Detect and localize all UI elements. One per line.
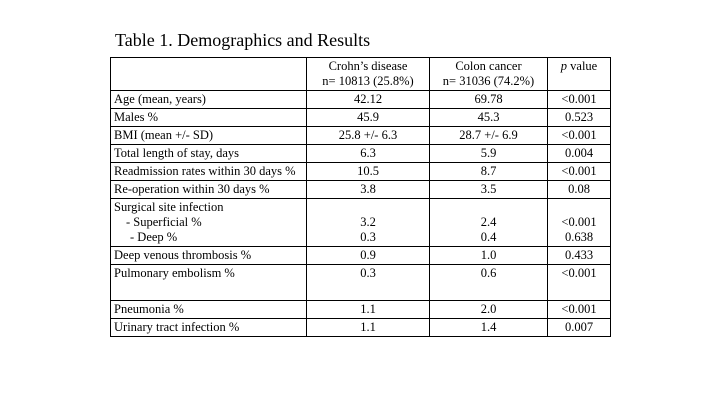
header-blank	[110, 57, 307, 91]
cell-p: 0.007	[547, 318, 611, 337]
cell-crohns: 1.1	[306, 300, 430, 319]
ssi-superficial-label: - Superficial %	[126, 215, 202, 229]
cell-p: 0.004	[547, 144, 611, 163]
row-label: Males %	[110, 108, 307, 127]
ssi-deep-crohns: 0.3	[360, 230, 376, 244]
cell-colon: 69.78	[429, 90, 548, 109]
cell-crohns: 25.8 +/- 6.3	[306, 126, 430, 145]
table-row: Urinary tract infection % 1.1 1.4 0.007	[110, 318, 611, 337]
row-label: Total length of stay, days	[110, 144, 307, 163]
ssi-superficial-p: <0.001	[561, 215, 597, 229]
cell-colon: 8.7	[429, 162, 548, 181]
table-row: Pulmonary embolism % 0.3 0.6 <0.001	[110, 264, 611, 301]
table-row: Age (mean, years) 42.12 69.78 <0.001	[110, 90, 611, 109]
row-label: Pneumonia %	[110, 300, 307, 319]
cell-p: <0.001	[547, 90, 611, 109]
cell-colon: 45.3	[429, 108, 548, 127]
cell-p: <0.001	[547, 300, 611, 319]
cell-crohns: 42.12	[306, 90, 430, 109]
cell-colon: 1.0	[429, 246, 548, 265]
header-p-value: p value	[547, 57, 611, 91]
header-p-italic: p	[560, 59, 568, 73]
cell-colon: 2.4 0.4	[429, 198, 548, 247]
cell-crohns: 3.8	[306, 180, 430, 199]
header-crohns-title: Crohn’s disease	[328, 59, 408, 73]
table-row: Re-operation within 30 days % 3.8 3.5 0.…	[110, 180, 611, 199]
header-crohns-n: n= 10813 (25.8%)	[322, 74, 414, 88]
cell-p: 0.08	[547, 180, 611, 199]
cell-p: 0.433	[547, 246, 611, 265]
cell-crohns: 0.9	[306, 246, 430, 265]
table-row: Males % 45.9 45.3 0.523	[110, 108, 611, 127]
ssi-deep-p: 0.638	[564, 230, 594, 244]
table-row: BMI (mean +/- SD) 25.8 +/- 6.3 28.7 +/- …	[110, 126, 611, 145]
cell-colon: 1.4	[429, 318, 548, 337]
row-label: Age (mean, years)	[110, 90, 307, 109]
table-row: Total length of stay, days 6.3 5.9 0.004	[110, 144, 611, 163]
cell-colon: 28.7 +/- 6.9	[429, 126, 548, 145]
row-label: Surgical site infection - Superficial % …	[110, 198, 307, 247]
table-header-row: Crohn’s disease n= 10813 (25.8%) Colon c…	[110, 57, 611, 91]
table-row: Surgical site infection - Superficial % …	[110, 198, 611, 247]
cell-p: <0.001	[547, 264, 611, 301]
table-row: Deep venous thrombosis % 0.9 1.0 0.433	[110, 246, 611, 265]
row-label: Urinary tract infection %	[110, 318, 307, 337]
cell-crohns: 1.1	[306, 318, 430, 337]
cell-colon: 5.9	[429, 144, 548, 163]
ssi-deep-colon: 0.4	[480, 230, 497, 244]
ssi-superficial-colon: 2.4	[480, 215, 497, 229]
results-table: Crohn’s disease n= 10813 (25.8%) Colon c…	[110, 57, 611, 337]
table-title: Table 1. Demographics and Results	[115, 30, 371, 50]
cell-crohns: 10.5	[306, 162, 430, 181]
cell-crohns: 45.9	[306, 108, 430, 127]
cell-p: <0.001	[547, 162, 611, 181]
cell-crohns: 6.3	[306, 144, 430, 163]
row-label: Readmission rates within 30 days %	[110, 162, 307, 181]
cell-p: <0.001 0.638	[547, 198, 611, 247]
cell-p: 0.523	[547, 108, 611, 127]
row-label: BMI (mean +/- SD)	[110, 126, 307, 145]
cell-colon: 2.0	[429, 300, 548, 319]
header-colon-n: n= 31036 (74.2%)	[442, 74, 535, 88]
header-colon: Colon cancer n= 31036 (74.2%)	[429, 57, 548, 91]
row-label: Re-operation within 30 days %	[110, 180, 307, 199]
header-crohns: Crohn’s disease n= 10813 (25.8%)	[306, 57, 430, 91]
row-label: Pulmonary embolism %	[110, 264, 307, 301]
cell-p: <0.001	[547, 126, 611, 145]
ssi-label: Surgical site infection	[114, 200, 224, 214]
ssi-superficial-crohns: 3.2	[360, 215, 376, 229]
table-row: Readmission rates within 30 days % 10.5 …	[110, 162, 611, 181]
header-colon-title: Colon cancer	[455, 59, 522, 73]
cell-colon: 3.5	[429, 180, 548, 199]
row-label: Deep venous thrombosis %	[110, 246, 307, 265]
table-row: Pneumonia % 1.1 2.0 <0.001	[110, 300, 611, 319]
cell-colon: 0.6	[429, 264, 548, 301]
cell-crohns: 3.2 0.3	[306, 198, 430, 247]
header-p-rest: value	[567, 59, 598, 73]
cell-crohns: 0.3	[306, 264, 430, 301]
ssi-deep-label: - Deep %	[130, 230, 178, 244]
